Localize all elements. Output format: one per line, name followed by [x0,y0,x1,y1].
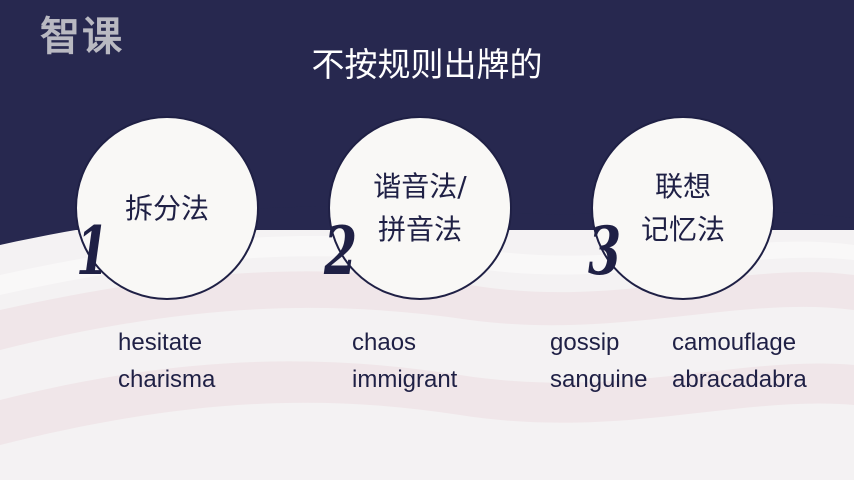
example-word: sanguine [550,366,648,393]
example-word: camouflage [672,329,797,356]
example-word: charisma [118,366,216,393]
page-title: 不按规则出牌的 [311,45,543,84]
example-word: chaos [352,329,417,356]
method-1-name: 拆分法 [124,191,209,225]
method-2-word-list: chaos immigrant [352,324,457,398]
method-2-name-line1: 谐音法/ [373,170,467,203]
method-3-name-line2: 记忆法 [640,213,725,246]
method-3-word-list-col1: gossip sanguine [550,324,647,398]
example-word: abracadabra [672,366,807,393]
method-circle-3: 联想 记忆法 [591,116,775,300]
example-word: immigrant [352,366,458,393]
logo-watermark: 智课 [40,14,124,60]
method-1-word-list: hesitate charisma [118,324,215,398]
method-3-name-line1: 联想 [654,170,711,203]
method-3-number: 3 [588,212,622,290]
method-3-word-list-col2: camouflage abracadabra [672,324,807,398]
example-word: gossip [550,329,620,356]
method-2-number: 2 [324,212,358,290]
method-circle-1: 拆分法 [75,116,259,300]
method-2-name-line2: 拼音法 [377,213,462,246]
method-circle-2: 谐音法/ 拼音法 [328,116,512,300]
method-1-number: 1 [76,212,110,290]
example-word: hesitate [118,329,203,356]
